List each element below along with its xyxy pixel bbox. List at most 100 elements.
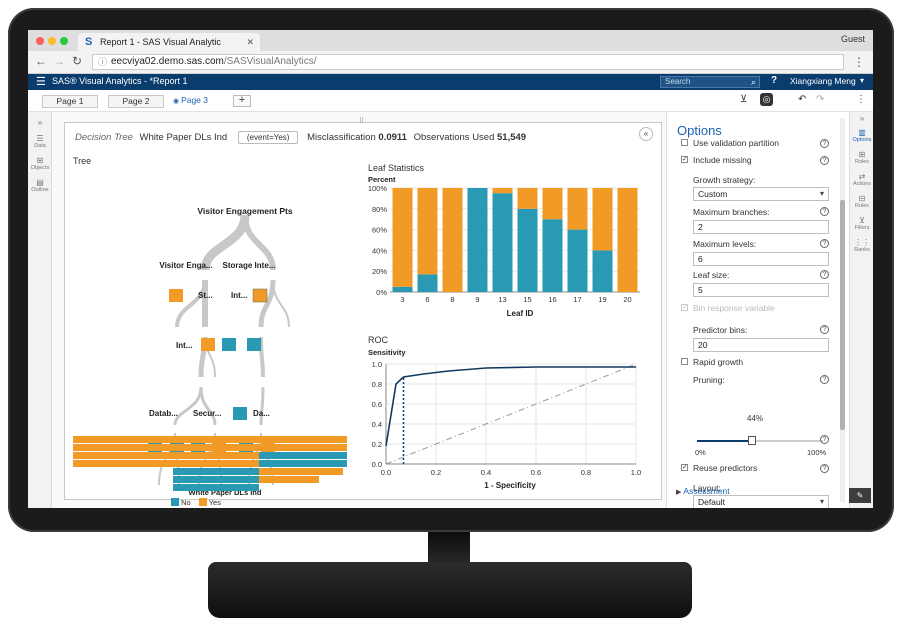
bar-yes[interactable] bbox=[617, 188, 638, 292]
collapse-chevron-icon[interactable]: « bbox=[639, 127, 653, 141]
auto-update-icon[interactable]: ◎ bbox=[760, 93, 773, 106]
hamburger-menu-icon[interactable]: ☰ bbox=[36, 76, 46, 88]
help-icon[interactable]: ? bbox=[820, 239, 829, 248]
browser-tab[interactable]: S Report 1 - SAS Visual Analytic ✕ bbox=[78, 33, 260, 51]
max-branches-input[interactable]: 2 bbox=[693, 220, 829, 234]
search-input[interactable]: Search ⌕ bbox=[660, 76, 760, 88]
redo-icon[interactable]: ↷ bbox=[816, 94, 825, 105]
object-type: Decision Tree bbox=[75, 132, 133, 143]
help-icon[interactable]: ? bbox=[820, 139, 829, 148]
collapse-pane-button[interactable]: » bbox=[851, 114, 873, 123]
pruning-slider-handle[interactable] bbox=[748, 436, 757, 445]
data-pane-button[interactable]: ☰ Data bbox=[29, 134, 51, 149]
forward-arrow-icon[interactable]: → bbox=[53, 54, 65, 68]
tree-leaf-node[interactable] bbox=[169, 289, 183, 302]
checkbox-box[interactable] bbox=[681, 139, 688, 146]
leaf-statistics-chart[interactable]: Leaf Statistics Percent 0% 20% 40% 60% 80% 10… bbox=[360, 162, 650, 322]
help-icon[interactable]: ? bbox=[820, 270, 829, 279]
bar-no[interactable] bbox=[517, 208, 538, 292]
options-pane-button[interactable]: ▥ Options bbox=[851, 128, 873, 143]
pane-expand-button[interactable]: » bbox=[29, 118, 51, 127]
filters-pane-button[interactable]: ⊻ Filters bbox=[851, 216, 873, 231]
bar-no[interactable] bbox=[592, 250, 613, 292]
user-menu-chevron-icon[interactable]: ▾ bbox=[860, 76, 865, 85]
tree-leaf-node[interactable] bbox=[247, 338, 261, 351]
bar-yes[interactable] bbox=[442, 188, 463, 292]
roc-chart[interactable]: ROC Sensitivity 0.0 0.2 0.4 0.6 0.8 1.0 0.0 0.2… bbox=[360, 334, 650, 500]
bar-no[interactable] bbox=[492, 193, 513, 292]
roc-curve[interactable] bbox=[385, 366, 636, 447]
help-icon[interactable]: ? bbox=[820, 375, 829, 384]
leaf-size-input[interactable]: 5 bbox=[693, 283, 829, 297]
bar-yes[interactable] bbox=[567, 188, 588, 230]
options-scrollbar[interactable] bbox=[840, 118, 845, 502]
more-options-icon[interactable]: ⋮ bbox=[856, 94, 866, 105]
close-window-icon[interactable] bbox=[36, 37, 44, 45]
help-icon[interactable]: ? bbox=[820, 156, 829, 165]
browser-menu-icon[interactable]: ⋮ bbox=[853, 55, 865, 69]
filter-toolbar-icon[interactable]: ⊻ bbox=[740, 94, 748, 105]
bar-no[interactable] bbox=[467, 188, 488, 292]
use-validation-checkbox[interactable]: Use validation partition bbox=[681, 138, 779, 148]
checkbox-box[interactable] bbox=[681, 358, 688, 365]
tree-leaf-node[interactable] bbox=[222, 338, 236, 351]
page-info-icon[interactable]: ⓘ bbox=[98, 57, 108, 67]
bar-yes[interactable] bbox=[417, 188, 438, 275]
tab-page-1[interactable]: Page 1 bbox=[42, 95, 98, 108]
search-icon[interactable]: ⌕ bbox=[750, 77, 756, 87]
tree-leaf-node[interactable] bbox=[233, 407, 247, 420]
predictor-bins-input[interactable]: 20 bbox=[693, 338, 829, 352]
tab-page-2[interactable]: Page 2 bbox=[108, 95, 164, 108]
layout-select[interactable]: Default bbox=[693, 495, 829, 508]
help-icon[interactable]: ? bbox=[771, 75, 778, 86]
add-page-button[interactable]: + bbox=[233, 95, 251, 107]
reload-icon[interactable]: ↻ bbox=[71, 54, 83, 68]
assessment-expander[interactable]: ▶ Assessment bbox=[676, 486, 730, 496]
roles-pane-button[interactable]: ⊞ Roles bbox=[851, 150, 873, 165]
help-icon[interactable]: ? bbox=[820, 464, 829, 473]
maximize-window-icon[interactable] bbox=[60, 37, 68, 45]
bar-yes[interactable] bbox=[592, 188, 613, 251]
bar-yes[interactable] bbox=[517, 188, 538, 209]
bar-no[interactable] bbox=[567, 229, 588, 292]
bar-yes[interactable] bbox=[492, 188, 513, 194]
event-level-button[interactable]: (event=Yes) bbox=[237, 131, 299, 144]
help-icon[interactable]: ? bbox=[820, 435, 829, 444]
include-missing-checkbox[interactable]: ✓ Include missing bbox=[681, 155, 752, 165]
tree-overview-map[interactable] bbox=[73, 436, 349, 492]
profile-label[interactable]: Guest bbox=[840, 34, 865, 44]
checkbox-checked-icon[interactable]: ✓ bbox=[681, 464, 688, 471]
max-levels-input[interactable]: 6 bbox=[693, 252, 829, 266]
outline-pane-button[interactable]: ▤ Outline bbox=[29, 178, 51, 193]
help-icon[interactable]: ? bbox=[820, 207, 829, 216]
misclassification-value: 0.0911 bbox=[378, 132, 407, 143]
reuse-predictors-checkbox[interactable]: ✓ Reuse predictors bbox=[681, 463, 757, 473]
objects-pane-button[interactable]: ⊞ Objects bbox=[29, 156, 51, 171]
bar-yes[interactable] bbox=[542, 188, 563, 220]
bar-no[interactable] bbox=[392, 286, 413, 292]
tab-page-3[interactable]: ◉ Page 3 bbox=[173, 95, 229, 108]
bar-no[interactable] bbox=[417, 274, 438, 292]
back-arrow-icon[interactable]: ← bbox=[35, 54, 47, 68]
growth-strategy-select[interactable]: Custom bbox=[693, 187, 829, 201]
help-icon[interactable]: ? bbox=[820, 325, 829, 334]
pin-pane-button[interactable]: ✎ bbox=[849, 488, 871, 503]
rules-pane-button[interactable]: ⊟ Rules bbox=[851, 194, 873, 209]
pruning-slider[interactable] bbox=[697, 436, 823, 445]
actions-pane-button[interactable]: ⇄ Actions bbox=[851, 172, 873, 187]
ranks-pane-button[interactable]: ⋮⋮ Ranks bbox=[851, 238, 873, 253]
bar-yes[interactable] bbox=[392, 188, 413, 287]
rapid-growth-checkbox[interactable]: Rapid growth bbox=[681, 357, 743, 367]
tree-leaf-node[interactable] bbox=[252, 288, 268, 303]
close-tab-icon[interactable]: ✕ bbox=[246, 37, 254, 47]
bar-no[interactable] bbox=[542, 219, 563, 292]
user-name[interactable]: Xiangxiang Meng bbox=[790, 76, 856, 86]
url-bar[interactable]: ⓘ eecviya02.demo.sas.com/SASVisualAnalyt… bbox=[92, 54, 844, 70]
minimize-window-icon[interactable] bbox=[48, 37, 56, 45]
drag-handle-icon[interactable]: ⠿ bbox=[359, 118, 365, 125]
scrollbar-thumb[interactable] bbox=[840, 200, 845, 430]
undo-icon[interactable]: ↶ bbox=[798, 94, 807, 105]
checkbox-checked-icon[interactable]: ✓ bbox=[681, 156, 688, 163]
tree-leaf-node[interactable] bbox=[201, 338, 215, 351]
bin-response-checkbox[interactable]: ✓ Bin response variable bbox=[681, 303, 775, 313]
